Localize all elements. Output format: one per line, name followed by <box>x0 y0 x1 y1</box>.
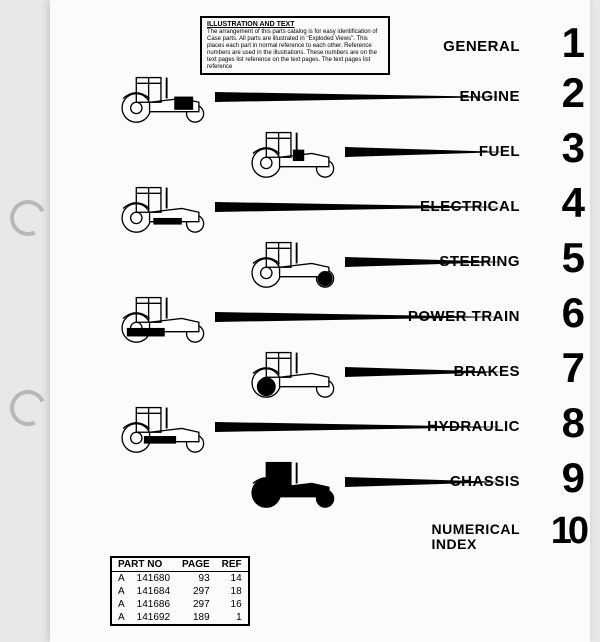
section-row-brakes: BRAKES 7 <box>110 345 590 400</box>
section-label-line1: NUMERICAL <box>432 522 521 537</box>
parts-th: REF <box>216 557 249 572</box>
parts-cell: A <box>111 598 131 611</box>
section-number: 9 <box>562 457 585 499</box>
parts-row: A1416809314 <box>111 572 249 586</box>
section-number: 2 <box>562 72 585 114</box>
section-number: 7 <box>562 347 585 389</box>
parts-cell: A <box>111 572 131 586</box>
parts-table: PART NOPAGEREF A1416809314A14168429718A1… <box>110 556 250 626</box>
tractor-icon <box>100 180 220 235</box>
parts-cell: 1 <box>216 611 249 625</box>
parts-cell: 141686 <box>131 598 176 611</box>
section-row-power-train: POWER TRAIN 6 <box>110 290 590 345</box>
section-row-chassis: CHASSIS 9 <box>110 455 590 510</box>
tractor-icon <box>230 345 350 400</box>
parts-cell: 18 <box>216 585 249 598</box>
page: ILLUSTRATION AND TEXT The arrangement of… <box>50 0 590 642</box>
tractor-icon <box>100 400 220 455</box>
binder-ring <box>5 195 51 241</box>
section-label: GENERAL <box>443 38 520 55</box>
parts-cell: 16 <box>216 598 249 611</box>
parts-cell: 297 <box>176 598 216 611</box>
parts-cell: 141684 <box>131 585 176 598</box>
section-label: CHASSIS <box>450 473 520 490</box>
section-label: ENGINE <box>459 88 520 105</box>
tractor-icon <box>230 455 350 510</box>
parts-cell: 14 <box>216 572 249 586</box>
parts-cell: A <box>111 585 131 598</box>
section-number: 1 <box>562 22 585 64</box>
section-row-fuel: FUEL 3 <box>110 125 590 180</box>
section-label: NUMERICALINDEX <box>432 522 521 553</box>
parts-th: PAGE <box>176 557 216 572</box>
parts-th: PART NO <box>111 557 176 572</box>
parts-row: A14168629716 <box>111 598 249 611</box>
tractor-icon <box>100 70 220 125</box>
section-label-line2: INDEX <box>432 537 521 552</box>
section-label: BRAKES <box>454 363 520 380</box>
section-row-hydraulic: HYDRAULIC 8 <box>110 400 590 455</box>
section-label: FUEL <box>479 143 520 160</box>
parts-row: A14168429718 <box>111 585 249 598</box>
section-number: 6 <box>562 292 585 334</box>
parts-cell: 297 <box>176 585 216 598</box>
parts-cell: 93 <box>176 572 216 586</box>
section-index: GENERAL 1 ENGINE 2 <box>110 20 590 570</box>
binder-ring <box>5 385 51 431</box>
section-row-general: GENERAL 1 <box>110 20 590 70</box>
tractor-icon <box>230 235 350 290</box>
section-row-steering: STEERING 5 <box>110 235 590 290</box>
section-number: 8 <box>562 402 585 444</box>
section-number: 5 <box>562 237 585 279</box>
parts-cell: 141692 <box>131 611 176 625</box>
tractor-icon <box>100 290 220 345</box>
parts-cell: 141680 <box>131 572 176 586</box>
tractor-icon <box>230 125 350 180</box>
section-label: HYDRAULIC <box>427 418 520 435</box>
section-row-engine: ENGINE 2 <box>110 70 590 125</box>
section-label: POWER TRAIN <box>408 308 520 325</box>
parts-cell: A <box>111 611 131 625</box>
parts-row: A1416921891 <box>111 611 249 625</box>
section-number: 10 <box>551 512 585 550</box>
section-label: STEERING <box>439 253 520 270</box>
section-label: ELECTRICAL <box>420 198 520 215</box>
parts-cell: 189 <box>176 611 216 625</box>
section-number: 3 <box>562 127 585 169</box>
section-row-electrical: ELECTRICAL 4 <box>110 180 590 235</box>
section-number: 4 <box>562 182 585 224</box>
